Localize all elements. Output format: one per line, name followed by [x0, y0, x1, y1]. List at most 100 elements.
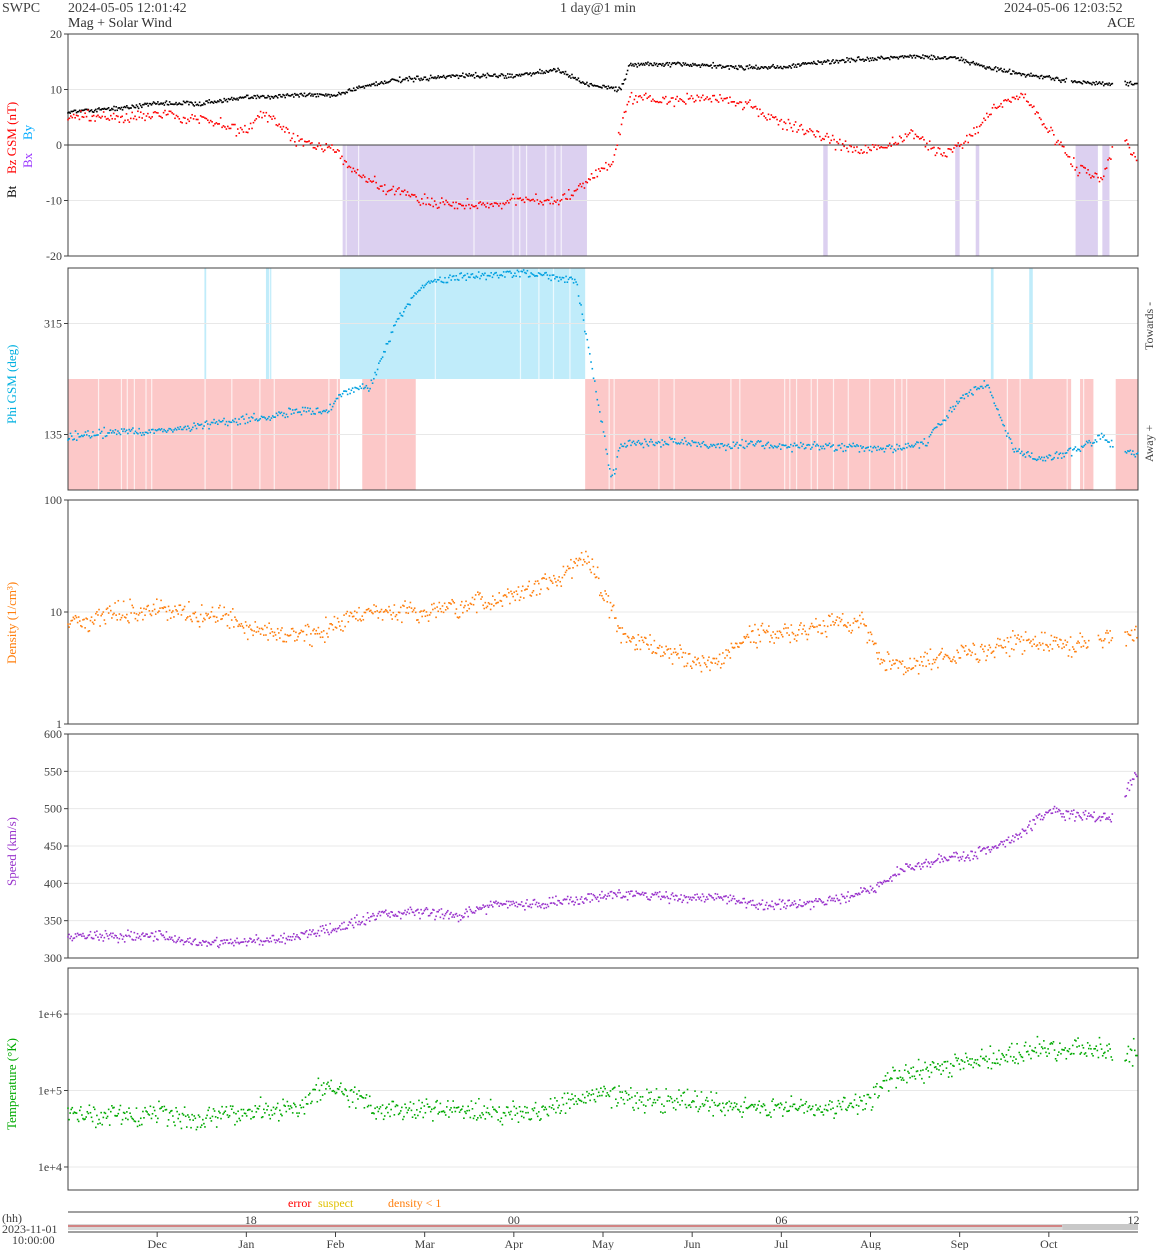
density-point: [85, 617, 87, 620]
phi-point: [1013, 451, 1016, 453]
bt-point: [917, 55, 920, 58]
bz-point: [1047, 131, 1049, 134]
bt-point: [1040, 74, 1043, 77]
speed-point: [634, 894, 636, 897]
phi-point: [363, 387, 365, 390]
bz-point: [492, 205, 494, 208]
speed-point: [823, 903, 826, 906]
bz-point: [723, 97, 726, 100]
bt-point: [517, 74, 520, 77]
bz-point: [863, 151, 865, 153]
phi-point: [430, 280, 433, 282]
phi-point: [818, 448, 821, 451]
bt-point: [382, 82, 385, 85]
bz-point: [111, 117, 114, 120]
bt-point: [212, 102, 215, 104]
bt-point: [569, 75, 571, 77]
density-point: [808, 627, 811, 630]
density-point: [138, 612, 141, 614]
speed-point: [779, 908, 782, 910]
density-point: [367, 607, 370, 610]
density-point: [92, 623, 95, 625]
density-point: [516, 593, 519, 596]
temperature-point: [335, 1091, 338, 1094]
bz-point: [533, 200, 536, 202]
density-point: [1050, 634, 1053, 637]
bt-point: [322, 94, 325, 96]
speed-point: [384, 909, 387, 912]
bz-point: [1035, 111, 1038, 113]
density-point: [450, 603, 452, 605]
density-point: [1125, 644, 1128, 647]
phi-point: [591, 367, 594, 370]
bt-point: [366, 84, 369, 87]
bz-point: [108, 119, 111, 121]
bz-point: [589, 178, 591, 181]
phi-point: [727, 443, 730, 446]
density-point: [69, 623, 71, 625]
phi-point: [509, 270, 511, 273]
bz-point: [923, 138, 925, 141]
phi-point: [703, 443, 706, 446]
density-point: [166, 619, 169, 621]
bz-point: [754, 105, 757, 108]
start-clock: 10:00:00: [12, 1233, 55, 1247]
phi-point: [565, 275, 567, 278]
speed-point: [922, 865, 924, 868]
speed-point: [544, 903, 547, 906]
speed-point: [540, 906, 542, 909]
density-point: [582, 558, 585, 561]
bz-point: [1124, 140, 1126, 142]
bt-point: [698, 64, 701, 66]
density-point: [913, 657, 916, 660]
density-point: [460, 600, 463, 603]
bt-point: [667, 64, 670, 66]
phi-point: [559, 276, 561, 279]
density-point: [775, 636, 778, 639]
density-point: [451, 598, 453, 601]
density-point: [198, 625, 201, 628]
temperature-point: [311, 1100, 313, 1103]
bz-point: [954, 144, 957, 146]
density-point: [231, 608, 234, 610]
density-point: [898, 660, 901, 663]
speed-point: [989, 851, 992, 853]
speed-point: [618, 889, 620, 891]
density-point: [621, 627, 624, 629]
bz-point: [1043, 123, 1045, 125]
temperature-point: [237, 1110, 239, 1113]
bz-point: [850, 145, 853, 148]
speed-point: [936, 859, 938, 861]
speed-point: [87, 934, 90, 937]
phi-point: [740, 444, 742, 447]
speed-point: [1001, 841, 1003, 843]
density-point: [638, 639, 641, 642]
phi-point: [296, 411, 299, 414]
bt-point: [768, 66, 770, 68]
density-point: [852, 622, 855, 624]
bt-point: [929, 58, 932, 60]
phi-point: [1048, 454, 1050, 456]
bz-point: [139, 111, 142, 113]
bt-point: [348, 88, 351, 90]
bt-point: [913, 54, 916, 57]
density-point: [296, 639, 298, 641]
phi-point: [334, 400, 336, 403]
bt-point: [817, 60, 819, 62]
density-point: [562, 565, 565, 568]
bz-point: [714, 98, 717, 101]
phi-point: [217, 423, 219, 426]
speed-point: [987, 846, 989, 848]
phi-point: [987, 384, 989, 386]
bt-point: [639, 63, 642, 66]
bz-point: [884, 146, 887, 149]
speed-point: [536, 905, 539, 908]
bz-point: [592, 177, 594, 179]
speed-point: [834, 900, 836, 903]
temperature-point: [344, 1088, 346, 1090]
phi-point: [235, 421, 238, 424]
bt-point: [487, 74, 490, 76]
bz-point: [540, 201, 543, 204]
speed-point: [1086, 815, 1089, 818]
phi-point: [995, 407, 998, 410]
